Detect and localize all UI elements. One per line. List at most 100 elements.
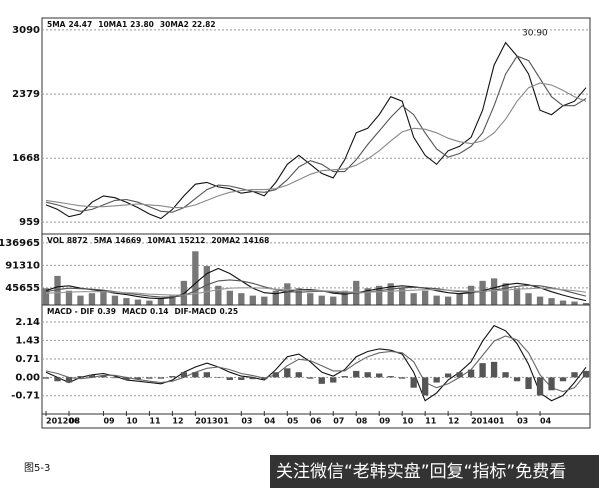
- y-tick-label: 0.71: [15, 354, 40, 365]
- legend-value: 0.39: [97, 307, 116, 316]
- bar: [525, 377, 532, 390]
- x-tick-label: 03: [517, 417, 528, 426]
- bar: [295, 372, 302, 378]
- peak-annotation: 30.90: [522, 29, 548, 39]
- x-tick-label: 12: [172, 417, 183, 426]
- bar: [307, 293, 314, 305]
- bar: [399, 377, 406, 379]
- bar: [502, 372, 509, 378]
- bar: [249, 295, 256, 305]
- bar: [88, 374, 96, 378]
- legend-name: VOL: [47, 236, 64, 245]
- bar: [134, 377, 142, 380]
- bar: [100, 375, 107, 378]
- legend-name: 5MA: [94, 236, 113, 245]
- bar: [123, 377, 130, 380]
- bar: [410, 293, 417, 305]
- series-line: [45, 324, 587, 402]
- bar: [536, 296, 544, 305]
- bar: [261, 377, 268, 380]
- bar: [364, 288, 371, 305]
- bar: [548, 298, 555, 305]
- legend-value: 24.47: [69, 20, 93, 29]
- bar: [272, 290, 279, 305]
- x-tick-label: 201301: [195, 417, 229, 426]
- y-tick-label: -0.71: [11, 391, 40, 402]
- bar: [180, 280, 188, 305]
- x-tick-label: 06: [310, 417, 322, 426]
- bar: [444, 373, 452, 378]
- bar: [192, 372, 199, 378]
- bar: [330, 296, 337, 305]
- bar: [330, 377, 337, 383]
- bar: [444, 296, 452, 305]
- bar: [111, 377, 119, 379]
- bar: [421, 290, 429, 305]
- x-tick-label: 08: [356, 417, 368, 426]
- bar: [100, 290, 107, 305]
- bar: [307, 377, 314, 379]
- y-tick-label: 2.14: [15, 317, 40, 328]
- legend-value: 14168: [243, 236, 269, 245]
- y-tick-label: 91310: [5, 260, 40, 271]
- bar: [399, 288, 406, 305]
- bar: [490, 278, 498, 305]
- bar: [123, 298, 130, 305]
- bar: [226, 377, 233, 380]
- bar: [582, 303, 590, 305]
- x-tick-label: 08: [69, 417, 81, 426]
- bar: [353, 370, 360, 378]
- legend-name: DIF-MACD: [175, 307, 217, 316]
- bar: [536, 377, 544, 396]
- bar: [456, 372, 463, 378]
- series-line: [45, 279, 587, 298]
- x-tick-label: 03: [241, 417, 252, 426]
- watermark-bg: [270, 455, 599, 488]
- bar: [249, 377, 256, 380]
- x-tick-label: 09: [379, 417, 391, 426]
- x-tick-label: 09: [103, 417, 115, 426]
- bar: [513, 288, 521, 305]
- bar: [88, 293, 96, 305]
- bar: [169, 376, 176, 378]
- legend-name: 10MA1: [147, 236, 176, 245]
- x-tick-label: 11: [149, 417, 161, 426]
- bar: [456, 293, 463, 305]
- x-tick-label: 12: [448, 417, 459, 426]
- legend-value: 8872: [67, 236, 88, 245]
- bar: [215, 377, 222, 378]
- bar: [284, 283, 291, 305]
- legend-name: MACD - DIF: [47, 307, 94, 316]
- bar: [203, 266, 211, 305]
- series-line: [45, 335, 587, 393]
- bar: [376, 285, 383, 305]
- bar: [203, 372, 211, 378]
- watermark: 关注微信“老韩实盘”回复“指标”免费看: [276, 462, 566, 482]
- bar: [42, 288, 50, 305]
- bar: [272, 372, 279, 378]
- bar: [238, 377, 245, 380]
- bar: [525, 293, 532, 305]
- bar: [502, 283, 509, 305]
- bar: [169, 295, 176, 305]
- bar: [65, 290, 73, 305]
- bar: [490, 361, 498, 378]
- bar: [215, 285, 222, 305]
- bar: [42, 377, 50, 379]
- y-tick-label: 2379: [12, 89, 40, 100]
- series-line: [45, 41, 587, 220]
- bar: [421, 377, 429, 396]
- y-tick-label: 1.43: [15, 335, 40, 346]
- series-line: [45, 287, 587, 296]
- legend-name: 20MA2: [211, 236, 240, 245]
- bar: [284, 368, 291, 378]
- y-tick-label: 45655: [5, 283, 40, 294]
- legend-value: 23.80: [130, 20, 154, 29]
- bar: [134, 299, 142, 305]
- bar: [318, 295, 325, 305]
- y-tick-label: 136965: [0, 238, 40, 249]
- legend-name: 30MA2: [160, 20, 189, 29]
- series-line: [45, 82, 587, 209]
- bar: [146, 300, 153, 305]
- bar: [571, 301, 578, 305]
